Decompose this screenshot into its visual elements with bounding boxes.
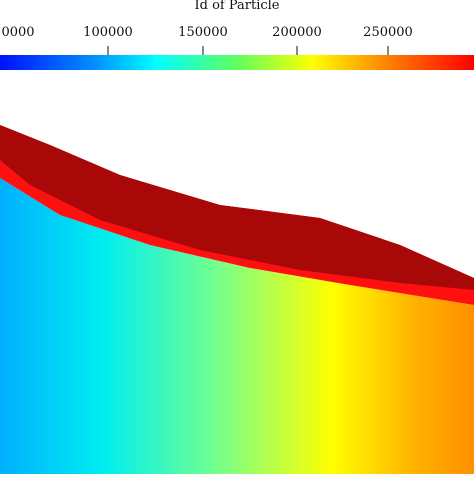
tick-label: 250000 [363,25,413,40]
tick-label: 100000 [83,25,133,40]
tick-labels: 0000 100000 150000 200000 250000 [1,25,413,55]
tick-label: 150000 [178,25,228,40]
tick-label: 0000 [1,25,34,40]
tick-label: 200000 [272,25,322,40]
colorbar [0,55,474,70]
colorbar-title: Id of Particle [194,0,279,13]
dark-red-layer [0,125,474,290]
particle-field [0,178,474,474]
